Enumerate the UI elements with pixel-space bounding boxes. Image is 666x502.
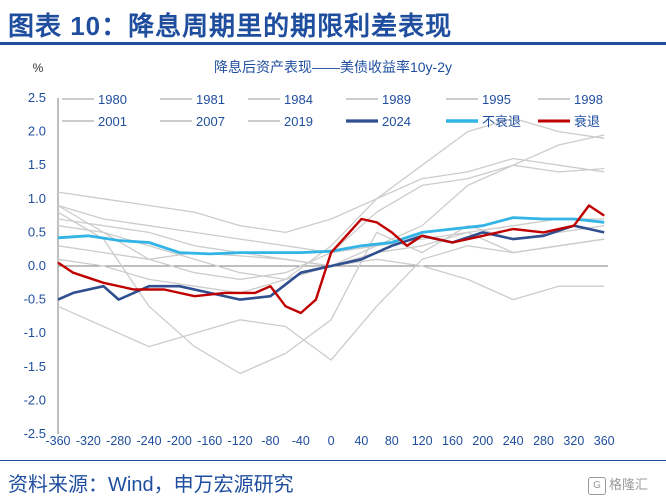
x-tick-label: 0 [328, 434, 335, 448]
y-tick-label: -1.5 [24, 359, 46, 374]
report-header: 图表 10：降息周期里的期限利差表现 [0, 0, 666, 48]
y-tick-label: 2.0 [28, 124, 46, 139]
x-tick-label: -200 [167, 434, 192, 448]
x-tick-label: -40 [292, 434, 310, 448]
x-tick-label: 80 [385, 434, 399, 448]
series-line-1984 [57, 157, 605, 234]
y-tick-label: 2.5 [28, 90, 46, 105]
x-tick-label: 120 [412, 434, 433, 448]
x-tick-label: -240 [137, 434, 162, 448]
y-tick-label: 1.0 [28, 191, 46, 206]
watermark-text: 格隆汇 [609, 477, 649, 492]
legend-label-1998: 1998 [574, 92, 603, 107]
watermark-icon: G [588, 476, 606, 495]
x-tick-label: 40 [354, 434, 368, 448]
legend-label-2019: 2019 [284, 114, 313, 129]
x-tick-label: 320 [563, 434, 584, 448]
series-line-2024 [57, 224, 605, 301]
source-note: 资料来源：Wind，申万宏源研究 [8, 474, 294, 496]
series-line-1980 [57, 211, 605, 375]
spread-chart: 降息后资产表现——美债收益率10y-2y% 2.5 2.0 1.5 1.0 0.5 0.0 -… [24, 59, 615, 448]
y-tick-label: -0.5 [24, 292, 46, 307]
legend-label-1989: 1989 [382, 92, 411, 107]
legend-label-1984: 1984 [284, 92, 313, 107]
y-tick-label: -1.0 [24, 325, 46, 340]
series-line-2007 [57, 164, 605, 281]
watermark-logo: G 格隆汇 [588, 474, 648, 495]
legend-label-2024: 2024 [382, 114, 411, 129]
y-tick-label: -2.5 [24, 426, 46, 441]
x-tick-label: -320 [76, 434, 101, 448]
legend-label-1995: 1995 [482, 92, 511, 107]
legend-label-1981: 1981 [196, 92, 225, 107]
figure-title: 图表 10：降息周期里的期限利差表现 [8, 11, 453, 41]
y-tick-label: 0.0 [28, 258, 46, 273]
x-tick-label: -80 [261, 434, 279, 448]
legend-label-2001: 2001 [98, 114, 127, 129]
x-tick-label: -120 [228, 434, 253, 448]
legend-label-1980: 1980 [98, 92, 127, 107]
series-line-2001 [57, 117, 605, 294]
header-divider [0, 42, 666, 45]
x-tick-label: -160 [197, 434, 222, 448]
x-tick-label: 240 [503, 434, 524, 448]
y-tick-label: 0.5 [28, 224, 46, 239]
x-tick-label: 160 [442, 434, 463, 448]
series-line-1981 [57, 238, 605, 361]
x-tick-label: 360 [594, 434, 615, 448]
y-tick-label: -2.0 [24, 392, 46, 407]
series-line-no-recession [57, 216, 605, 256]
legend-label-recession: 衰退 [574, 114, 600, 129]
legend-label-no-recession: 不衰退 [482, 114, 521, 129]
x-tick-label: 280 [533, 434, 554, 448]
y-tick-label: 1.5 [28, 157, 46, 172]
x-tick-label: -360 [45, 434, 70, 448]
y-unit-label: % [33, 61, 44, 75]
chart-title: 降息后资产表现——美债收益率10y-2y [214, 59, 452, 75]
x-tick-label: -280 [106, 434, 131, 448]
footer-divider [0, 460, 666, 461]
series-line-recession [57, 204, 605, 315]
x-tick-label: 200 [472, 434, 493, 448]
legend-label-2007: 2007 [196, 114, 225, 129]
